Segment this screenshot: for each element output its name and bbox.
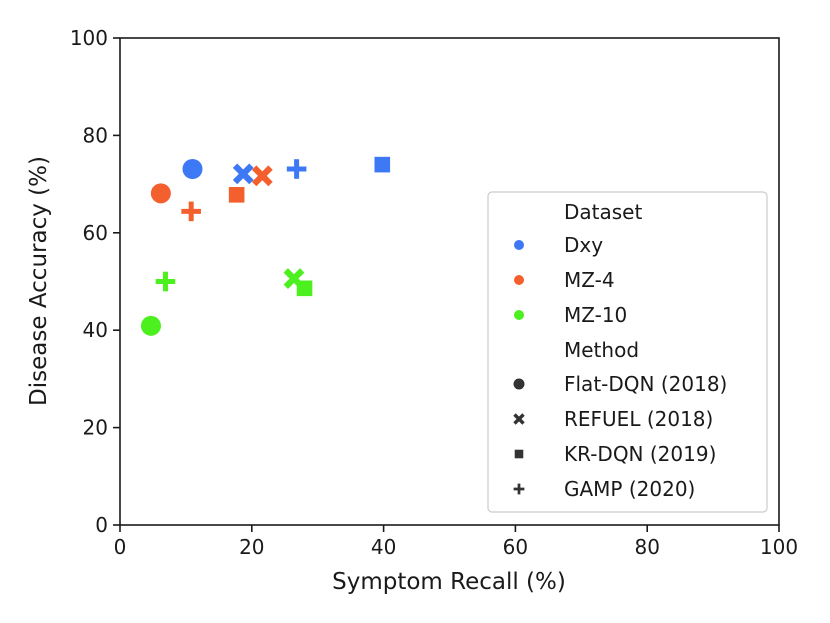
legend-label: REFUEL (2018) [564, 407, 713, 431]
legend-item-method: Flat-DQN (2018) [513, 372, 727, 396]
x-axis-label: Symptom Recall (%) [332, 569, 566, 595]
y-tick-label: 100 [70, 26, 108, 50]
plot-frame [119, 37, 780, 526]
point-mz-4-flat-dqn [150, 183, 171, 204]
legend-swatch [514, 240, 524, 250]
x-tick-label: 20 [239, 535, 264, 559]
legend-marker [513, 378, 525, 390]
x-tick-label: 0 [114, 535, 127, 559]
axis-ticks: 0 20 40 60 80 100 0 20 40 60 80 100 [70, 26, 798, 559]
y-tick-label: 60 [83, 221, 108, 245]
legend-item-method: KR-DQN (2019) [514, 442, 716, 466]
legend-swatch [514, 310, 524, 320]
point-mz-10-flat-dqn [140, 315, 161, 336]
y-tick-label: 20 [83, 416, 108, 440]
legend: Dataset Dxy MZ-4 MZ-10 Method Flat-DQN (20… [487, 191, 768, 513]
legend-swatch [514, 275, 524, 285]
x-tick-label: 100 [760, 535, 798, 559]
legend-item-method: REFUEL (2018) [513, 407, 713, 431]
legend-box [487, 191, 768, 513]
y-tick-label: 80 [83, 123, 108, 147]
legend-marker [513, 483, 525, 495]
legend-label: Dxy [564, 233, 603, 257]
legend-item-dataset: MZ-10 [514, 303, 627, 327]
legend-marker [513, 413, 525, 425]
legend-title-dataset: Dataset [564, 200, 642, 224]
y-tick-label: 40 [83, 318, 108, 342]
x-tick-label: 80 [634, 535, 659, 559]
point-mz-4-gamp [181, 201, 201, 222]
legend-title-method: Method [564, 338, 639, 362]
point-mz-4-kr-dqn [228, 187, 245, 203]
legend-label: Flat-DQN (2018) [564, 372, 727, 396]
data-points [140, 156, 391, 336]
legend-label: GAMP (2020) [564, 477, 695, 501]
legend-label: KR-DQN (2019) [564, 442, 716, 466]
legend-item-dataset: MZ-4 [514, 268, 615, 292]
point-dxy-kr-dqn [374, 156, 391, 173]
y-tick-label: 0 [95, 513, 108, 537]
legend-label: MZ-10 [564, 303, 627, 327]
point-mz-10-kr-dqn [296, 280, 313, 297]
legend-item-method: GAMP (2020) [513, 477, 695, 501]
point-dxy-gamp [286, 159, 307, 179]
y-axis-label: Disease Accuracy (%) [26, 156, 52, 406]
point-mz-4-refuel [251, 165, 273, 187]
x-tick-label: 40 [371, 535, 396, 559]
point-dxy-refuel [232, 163, 254, 185]
legend-marker [514, 449, 524, 459]
legend-item-dataset: Dxy [514, 233, 603, 257]
legend-label: MZ-4 [564, 268, 615, 292]
point-mz-10-gamp [155, 271, 176, 292]
point-dxy-flat-dqn [182, 159, 203, 180]
x-tick-label: 60 [503, 535, 528, 559]
